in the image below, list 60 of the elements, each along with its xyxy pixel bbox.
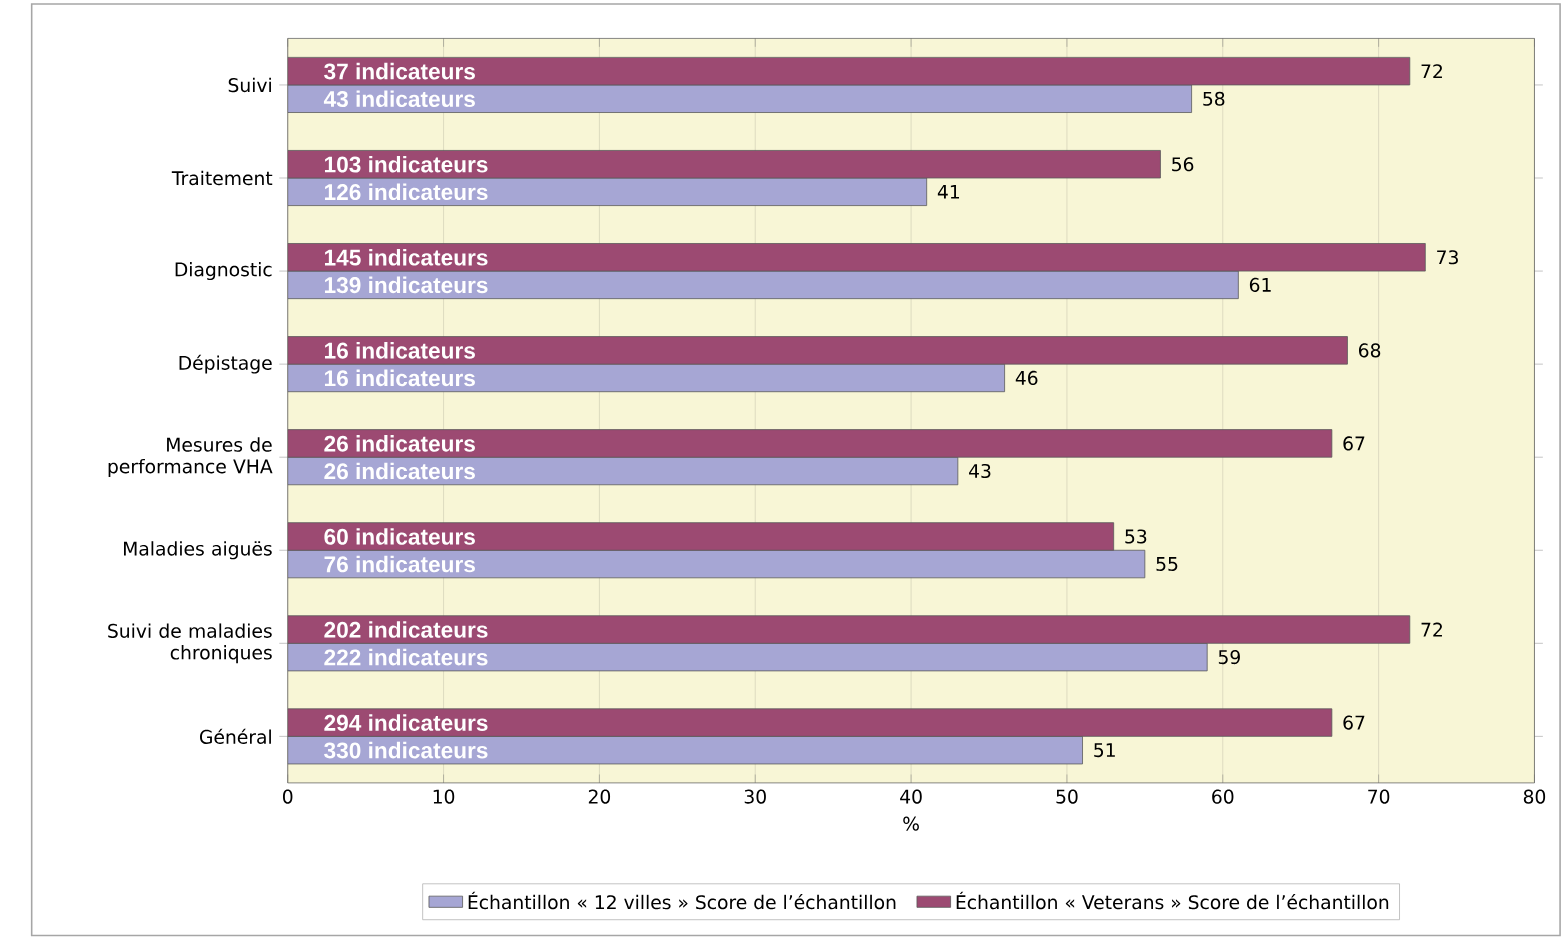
data-label: 53	[1125, 529, 1147, 544]
legend-label: Échantillon « Veterans » Score de l’échantillon	[956, 891, 1389, 910]
data-label: 51	[1094, 742, 1115, 757]
annotation: 202 indicateurs	[324, 620, 488, 638]
bar	[287, 522, 1115, 551]
data-label: 46	[1015, 370, 1038, 385]
y-tick-label: Suivi de maladies chroniques	[108, 623, 272, 663]
y-tick-label: Suivi	[228, 77, 271, 92]
data-label: 72	[1421, 622, 1442, 637]
y-tick-label: Général	[199, 728, 271, 744]
x-tick-label: 0	[283, 789, 293, 804]
annotation: 16 indicateurs	[324, 369, 475, 386]
x-tick-label: 70	[1368, 789, 1390, 804]
data-label: 67	[1343, 715, 1365, 730]
y-tick-label: Diagnostic	[175, 261, 272, 280]
data-label: 56	[1172, 156, 1194, 172]
annotation: 222 indicateurs	[324, 648, 488, 666]
data-label: 59	[1218, 649, 1240, 664]
bar	[287, 149, 1161, 179]
data-label: 72	[1421, 63, 1442, 78]
x-tick-label: 20	[588, 789, 611, 804]
annotation: 139 indicateurs	[324, 276, 488, 293]
bar	[287, 428, 1333, 458]
annotation: 60 indicateurs	[324, 527, 475, 545]
annotation: 330 indicateurs	[324, 741, 488, 759]
x-tick-label: 40	[900, 789, 922, 804]
annotation: 26 indicateurs	[324, 462, 475, 480]
annotation: 76 indicateurs	[324, 555, 475, 573]
annotation: 16 indicateurs	[324, 341, 475, 359]
x-tick-label: 10	[433, 789, 455, 804]
data-label: 41	[937, 184, 960, 199]
annotation: 43 indicateurs	[323, 90, 475, 107]
bar	[287, 708, 1333, 737]
legend-label: Échantillon « 12 villes » Score de l’échantillon	[468, 891, 896, 910]
bar	[287, 335, 1348, 365]
data-label: 67	[1343, 436, 1365, 451]
annotation: 26 indicateurs	[324, 434, 475, 452]
x-tick-label: 50	[1056, 789, 1078, 804]
data-label: 61	[1249, 277, 1271, 292]
bar	[287, 615, 1411, 644]
annotation: 126 indicateurs	[324, 183, 488, 200]
data-label: 55	[1156, 556, 1178, 571]
annotation: 145 indicateurs	[324, 248, 488, 266]
data-label: 58	[1203, 91, 1225, 106]
x-tick-label: 60	[1212, 789, 1234, 804]
data-label: 73	[1437, 249, 1458, 265]
x-axis-title: %	[903, 816, 919, 831]
data-label: 43	[969, 463, 991, 478]
y-tick-label: Traitement	[171, 170, 273, 186]
annotation: 294 indicateurs	[324, 714, 488, 731]
bar	[287, 56, 1411, 86]
y-tick-label: Maladies aiguës	[124, 540, 272, 560]
annotation: 103 indicateurs	[324, 155, 488, 173]
bar	[287, 242, 1426, 272]
y-tick-label: Mesures de performance VHA	[108, 437, 273, 477]
x-tick-label: 80	[1523, 789, 1546, 804]
y-tick-label: Dépistage	[179, 354, 272, 374]
x-tick-label: 30	[744, 789, 766, 804]
annotation: 37 indicateurs	[324, 62, 475, 80]
data-label: 68	[1358, 343, 1381, 358]
